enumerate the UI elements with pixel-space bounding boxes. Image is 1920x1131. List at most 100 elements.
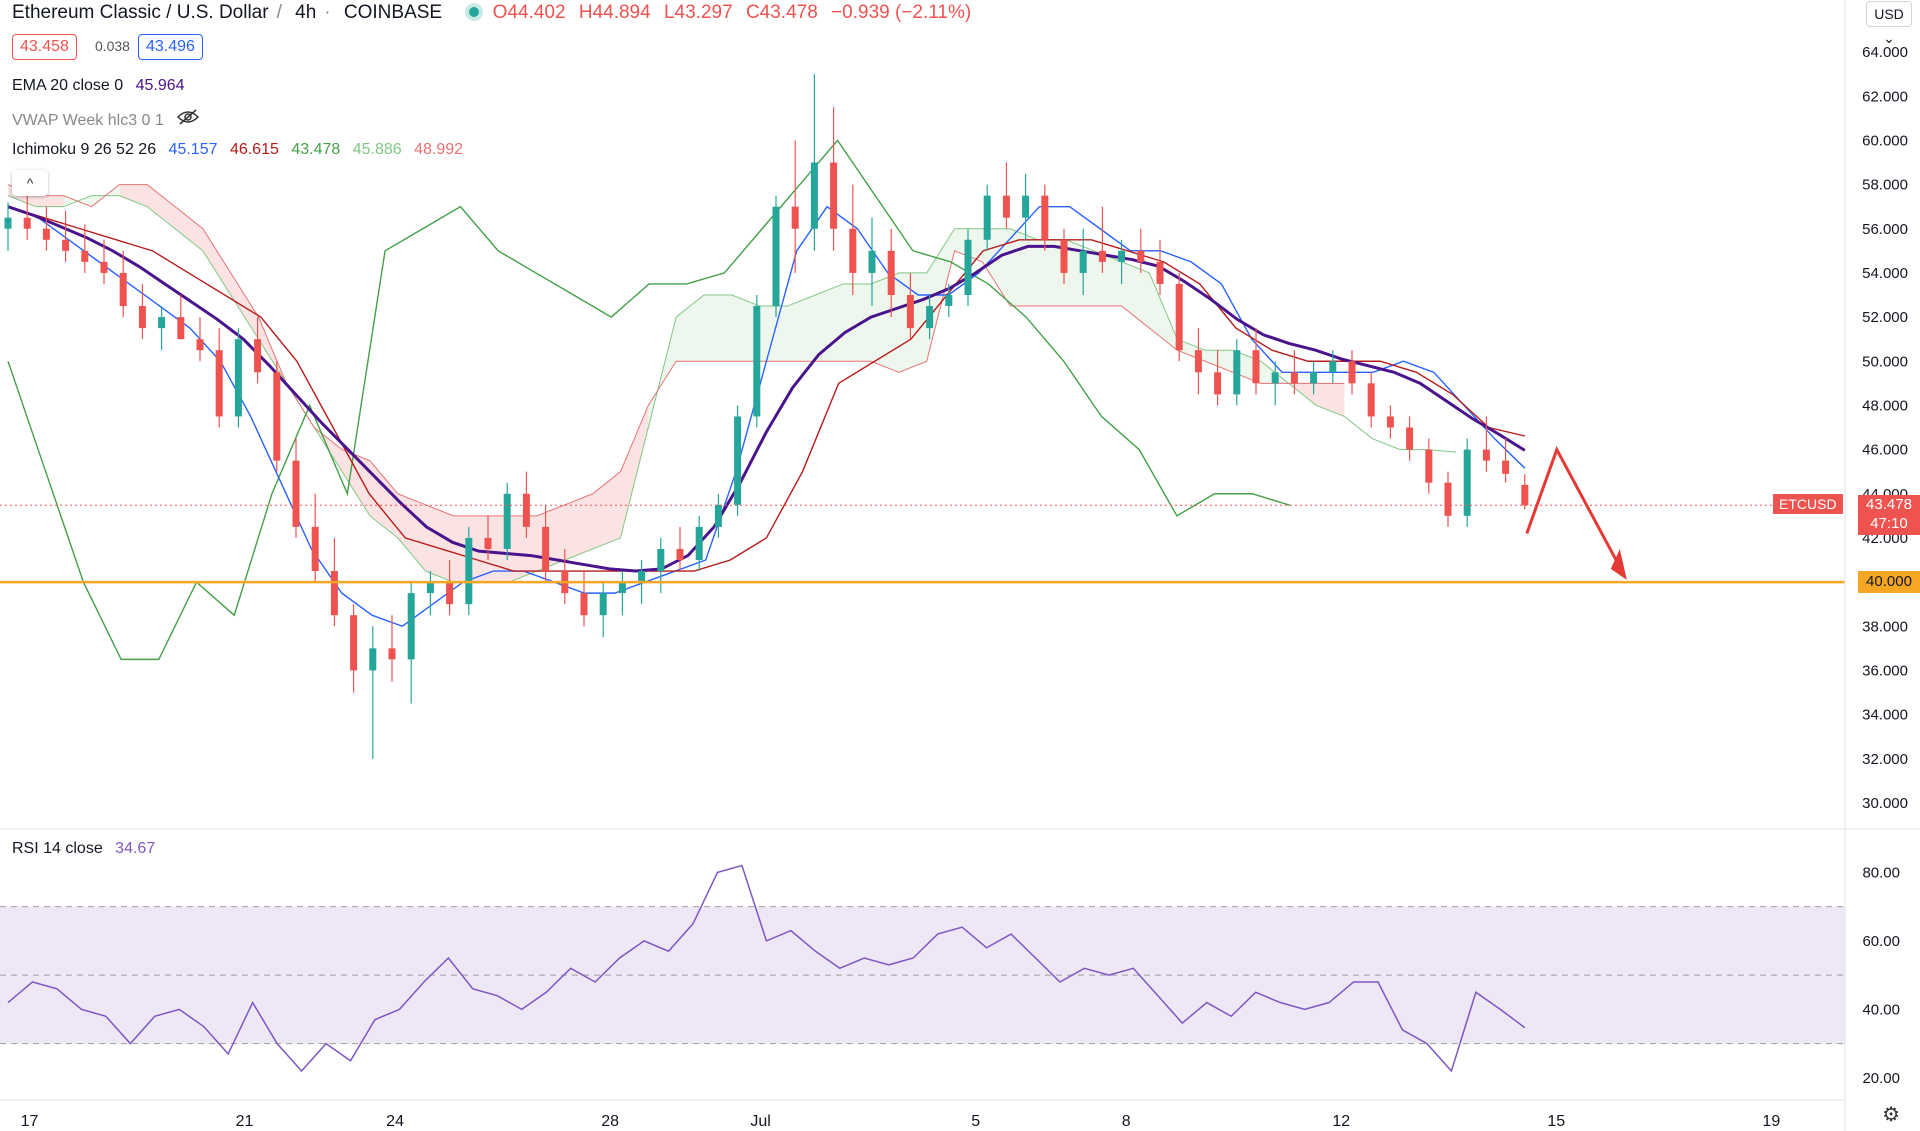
spread-value: 0.038	[94, 38, 130, 54]
candle	[158, 306, 166, 351]
candle-body	[1271, 372, 1279, 384]
candle	[234, 328, 242, 428]
candle-body	[158, 317, 166, 329]
candle	[369, 626, 377, 759]
cloud-segment	[175, 206, 203, 251]
ask-price-button[interactable]: 43.496	[137, 34, 203, 60]
candle	[465, 526, 473, 616]
candle-body	[350, 615, 358, 671]
candle-body	[1098, 250, 1106, 262]
symbol-header: Ethereum Classic / U.S. Dollar/ 4h · COIN…	[12, 2, 972, 23]
candle	[868, 217, 876, 307]
candle-body	[426, 582, 434, 594]
candle	[1386, 405, 1394, 439]
candle-body	[1233, 350, 1241, 395]
candle	[1002, 162, 1010, 229]
candle-body	[138, 306, 146, 329]
ichimoku-name: Ichimoku 9 26 52 26	[12, 141, 157, 158]
currency-button[interactable]: USD ⌄	[1866, 1, 1912, 46]
candle	[292, 438, 300, 538]
bid-ask-row: 43.458 0.038 43.496	[12, 34, 211, 60]
cloud-segment	[1149, 272, 1178, 351]
candle-body	[964, 239, 972, 295]
candle-body	[1118, 250, 1126, 262]
symbol-title[interactable]: Ethereum Classic / U.S. Dollar	[12, 2, 269, 23]
ichimoku-legend[interactable]: Ichimoku 9 26 52 26 45.157 46.615 43.478…	[12, 141, 471, 159]
rsi-legend[interactable]: RSI 14 close 34.67	[12, 840, 163, 858]
time-tick-label: 12	[1332, 1113, 1350, 1130]
candle-body	[1348, 361, 1356, 384]
candle-body	[1310, 372, 1318, 384]
price-tick-label: 50.000	[1862, 353, 1908, 370]
candle	[215, 328, 223, 428]
settings-gear-icon[interactable]: ⚙	[1882, 1104, 1900, 1126]
interval-label[interactable]: 4h	[295, 2, 317, 23]
candle-body	[676, 548, 684, 560]
candle-body	[81, 250, 89, 262]
candle	[1425, 438, 1433, 494]
cloud-segment	[815, 283, 844, 362]
cloud-segment	[119, 184, 148, 207]
vwap-legend[interactable]: VWAP Week hlc3 0 1	[12, 109, 208, 130]
price-tick-label: 56.000	[1862, 221, 1908, 238]
candle	[426, 571, 434, 616]
candle	[906, 272, 914, 340]
chevron-up-icon: ^	[26, 175, 34, 191]
ohlc-close: C43.478	[745, 2, 818, 23]
cloud-segment	[676, 295, 704, 362]
cloud-segment	[982, 228, 1011, 307]
candle	[23, 195, 31, 240]
candle	[1348, 350, 1356, 395]
candle	[1271, 361, 1279, 406]
conversion-line	[7, 205, 1526, 628]
candle	[1118, 239, 1126, 284]
price-tick-label: 62.000	[1862, 88, 1908, 105]
collapse-legend-button[interactable]: ^	[12, 170, 48, 196]
candle-body	[830, 162, 838, 229]
candle-body	[1175, 283, 1183, 351]
time-tick-label: 17	[21, 1113, 39, 1130]
rsi-tick-label: 40.00	[1862, 1001, 1900, 1018]
cloud-segment	[620, 405, 649, 538]
bid-price-button[interactable]: 43.458	[12, 34, 77, 60]
candle-body	[638, 571, 646, 583]
candle-body	[1194, 350, 1202, 373]
ema-legend[interactable]: EMA 20 close 0 45.964	[12, 77, 193, 95]
candle	[407, 582, 415, 704]
rsi-name: RSI 14 close	[12, 840, 103, 857]
candle	[1310, 361, 1318, 395]
price-tick-label: 32.000	[1862, 751, 1908, 768]
cloud-segment	[704, 295, 732, 362]
rsi-band	[0, 906, 1845, 1044]
eye-off-icon[interactable]	[176, 109, 200, 129]
candle-body	[1252, 350, 1260, 384]
candle	[1367, 372, 1375, 428]
forecast-arrow-line	[1525, 445, 1623, 570]
ichimoku-conversion-value: 45.157	[168, 141, 218, 158]
candle-body	[42, 228, 50, 240]
currency-label: USD	[1874, 6, 1904, 22]
candle-body	[772, 206, 780, 307]
price-tick-label: 60.000	[1862, 132, 1908, 149]
candle	[810, 74, 818, 251]
candle	[887, 228, 895, 318]
cloud-segment	[147, 184, 176, 229]
price-tick-label: 46.000	[1862, 442, 1908, 459]
time-tick-label: 19	[1762, 1113, 1780, 1130]
price-tick-label: 38.000	[1862, 618, 1908, 635]
candle-body	[926, 306, 934, 329]
candle-body	[599, 593, 607, 616]
exchange-label: COINBASE	[343, 2, 443, 23]
candle-body	[983, 195, 991, 240]
candle-body	[945, 295, 953, 307]
candle	[714, 493, 722, 538]
candle-body	[23, 217, 31, 229]
candle-body	[1367, 383, 1375, 417]
ohlc-low: L43.297	[663, 2, 733, 23]
candle-body	[1002, 195, 1010, 218]
time-tick-label: 21	[236, 1113, 254, 1130]
cloud-segment	[843, 283, 872, 362]
candle	[695, 515, 703, 572]
